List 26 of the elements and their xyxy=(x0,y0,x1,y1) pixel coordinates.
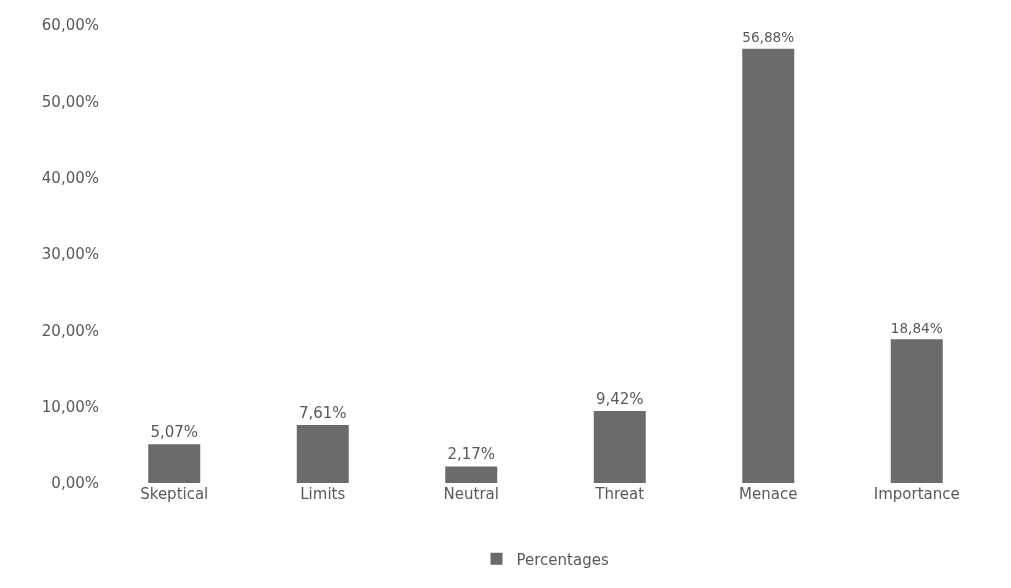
y-tick-label: 0,00% xyxy=(51,474,99,493)
x-tick-label: Limits xyxy=(300,485,346,503)
y-tick-label: 10,00% xyxy=(41,397,99,416)
legend-label: Percentages xyxy=(516,550,609,569)
y-tick-label: 30,00% xyxy=(41,245,99,264)
x-tick-label: Threat xyxy=(594,485,645,503)
x-tick-label: Menace xyxy=(739,485,798,503)
y-tick-label: 40,00% xyxy=(41,168,99,187)
data-label: 2,17% xyxy=(447,445,496,464)
y-tick-label: 20,00% xyxy=(41,321,99,340)
x-tick-label: Neutral xyxy=(443,485,499,503)
bar xyxy=(445,466,498,483)
data-label: 7,61% xyxy=(298,403,347,422)
bar xyxy=(148,444,201,483)
bar xyxy=(742,48,795,483)
y-tick-label: 60,00% xyxy=(41,16,99,35)
data-label: 56,88% xyxy=(742,29,795,46)
y-tick-label: 50,00% xyxy=(41,92,99,111)
data-label: 18,84% xyxy=(890,319,943,336)
data-label: 9,42% xyxy=(595,390,644,409)
x-tick-label: Skeptical xyxy=(140,485,209,503)
bar xyxy=(593,411,646,483)
x-tick-label: Importance xyxy=(873,485,960,503)
bar xyxy=(296,424,349,483)
bar xyxy=(890,339,943,483)
data-label: 5,07% xyxy=(150,423,199,442)
